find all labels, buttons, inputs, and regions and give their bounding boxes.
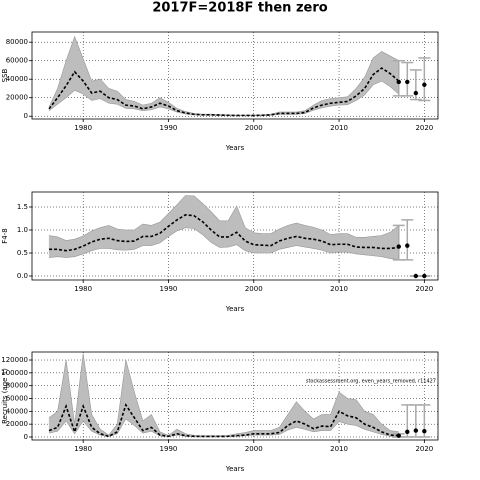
confidence-band [279, 225, 289, 250]
y-tick-label: 80000 [6, 38, 28, 46]
confidence-band [364, 236, 374, 256]
y-tick-label: 40000 [6, 75, 28, 83]
confidence-band [74, 235, 84, 257]
y-axis-label: SSB [1, 68, 9, 82]
confidence-band [142, 223, 152, 246]
confidence-band [364, 411, 374, 433]
y-tick-label: 1.0 [17, 226, 28, 234]
x-tick-label: 1980 [74, 285, 92, 293]
estimate-line [48, 403, 399, 438]
y-tick-label: 60000 [6, 395, 28, 403]
x-tick-label: 1980 [74, 124, 92, 132]
confidence-band [125, 229, 135, 251]
x-axis-label: Years [225, 144, 245, 152]
confidence-band [296, 222, 306, 248]
projection-point [422, 273, 427, 279]
confidence-band [330, 233, 340, 254]
projection-point [396, 433, 401, 438]
x-axis-label: Years [225, 305, 245, 313]
confidence-band [381, 232, 391, 259]
x-tick-label: 2000 [245, 285, 263, 293]
x-tick-label: 2000 [245, 445, 263, 453]
y-tick-label: 20000 [6, 420, 28, 428]
confidence-band [262, 233, 271, 254]
figure-title: 2017F=2018F then zero [152, 1, 327, 16]
confidence-band [321, 414, 331, 431]
confidence-band [347, 398, 357, 426]
estimate-line [48, 67, 400, 117]
projection-point [405, 429, 410, 435]
confidence-band [219, 220, 229, 248]
x-tick-label: 2000 [245, 124, 263, 132]
confidence-band [373, 235, 382, 257]
upper-bound-line [48, 353, 399, 437]
confidence-band [91, 79, 101, 101]
plot-frame [31, 351, 439, 441]
y-tick-label: 0 [24, 433, 28, 441]
projection-point [396, 79, 401, 85]
projection-point [405, 79, 410, 85]
estimate-line [49, 213, 399, 252]
projection-point [413, 273, 419, 279]
projection-point [405, 243, 410, 248]
confidence-band [117, 228, 126, 251]
x-tick-label: 1990 [160, 285, 178, 293]
confidence-band [253, 232, 263, 254]
x-tick-label: 1980 [74, 445, 92, 453]
confidence-band [287, 222, 297, 248]
panel: 0.0 0.5 1.0 1.5 1980 1990 2000 2010 2020 Years F4-… [1, 191, 439, 313]
confidence-band [338, 233, 348, 253]
projection-point [413, 428, 419, 433]
y-tick-label: 80000 [6, 382, 28, 390]
x-tick-label: 2010 [330, 124, 348, 132]
x-tick-label: 2010 [330, 445, 348, 453]
annotation: stockassessment.org, even_years_removed,… [306, 379, 436, 385]
y-tick-label: 40000 [6, 407, 28, 415]
upper-bound-line [49, 195, 399, 241]
x-tick-label: 2020 [415, 124, 433, 132]
confidence-band [48, 235, 58, 258]
panel: 0 20000 40000 60000 80000 1980 1990 2000 2010 202… [1, 31, 439, 152]
plot-frame [31, 31, 439, 120]
projection-point [413, 90, 419, 96]
lower-bound-line [49, 227, 399, 260]
panel: 0 20000 40000 60000 80000 100000 120000 1980 199… [1, 351, 439, 473]
y-tick-label: 100000 [1, 369, 28, 377]
confidence-band [355, 237, 365, 256]
y-tick-label: 0.5 [17, 249, 28, 257]
x-tick-label: 1990 [160, 124, 178, 132]
confidence-band [381, 51, 391, 87]
x-tick-label: 2010 [330, 285, 348, 293]
confidence-band [304, 225, 314, 249]
y-tick-label: 120000 [1, 356, 28, 364]
confidence-band [65, 239, 75, 258]
projection-point [396, 244, 401, 249]
confidence-band [185, 195, 195, 229]
x-tick-label: 2020 [415, 285, 433, 293]
y-tick-label: 0.0 [17, 272, 28, 280]
plot-frame [31, 191, 439, 281]
y-tick-label: 1.5 [17, 203, 28, 211]
confidence-band [151, 221, 161, 246]
y-tick-label: 0 [24, 112, 28, 120]
y-tick-label: 60000 [6, 57, 28, 65]
projection-point [422, 82, 427, 87]
y-tick-label: 20000 [6, 94, 28, 102]
x-tick-label: 2020 [415, 445, 433, 453]
y-axis-label: Recruits (age 1) [1, 368, 9, 424]
confidence-band [100, 225, 109, 249]
confidence-band [330, 97, 340, 107]
x-tick-label: 1990 [160, 445, 178, 453]
projection-point [422, 429, 427, 434]
x-axis-label: Years [225, 465, 245, 473]
confidence-band [108, 225, 118, 250]
y-axis-label: F4-8 [1, 228, 9, 243]
